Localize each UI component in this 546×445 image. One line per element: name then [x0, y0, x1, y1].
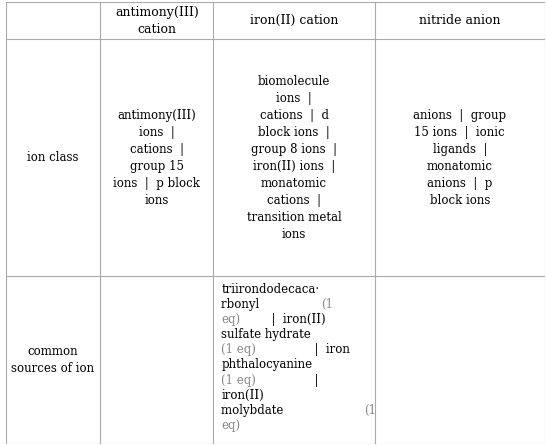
Text: antimony(III)
cation: antimony(III) cation	[115, 6, 199, 36]
Text: triirondodecaca·: triirondodecaca·	[221, 283, 319, 296]
Text: sulfate hydrate: sulfate hydrate	[221, 328, 311, 341]
Text: |  iron(II): | iron(II)	[264, 313, 326, 326]
Text: eq): eq)	[221, 313, 241, 326]
Text: (1: (1	[364, 404, 376, 417]
Text: (1: (1	[322, 298, 334, 311]
Text: |  iron: | iron	[307, 344, 350, 356]
Text: anions  |  group
15 ions  |  ionic
ligands  |
monatomic
anions  |  p
block ions: anions | group 15 ions | ionic ligands |…	[413, 109, 506, 206]
Text: molybdate: molybdate	[221, 404, 288, 417]
Text: phthalocyanine: phthalocyanine	[221, 359, 312, 372]
Text: antimony(III)
ions  |
cations  |
group 15
ions  |  p block
ions: antimony(III) ions | cations | group 15 …	[114, 109, 200, 206]
Text: biomolecule
ions  |
cations  |  d
block ions  |
group 8 ions  |
iron(II) ions  |: biomolecule ions | cations | d block ion…	[247, 75, 341, 241]
Text: ion class: ion class	[27, 151, 79, 164]
Text: common
sources of ion: common sources of ion	[11, 345, 94, 375]
Text: rbonyl: rbonyl	[221, 298, 263, 311]
Text: nitride anion: nitride anion	[419, 14, 501, 27]
Text: (1 eq): (1 eq)	[221, 374, 256, 387]
Text: iron(II) cation: iron(II) cation	[250, 14, 339, 27]
Text: (1 eq): (1 eq)	[221, 344, 256, 356]
Text: iron(II): iron(II)	[221, 389, 264, 402]
Text: eq): eq)	[221, 419, 241, 432]
Text: |: |	[307, 374, 318, 387]
